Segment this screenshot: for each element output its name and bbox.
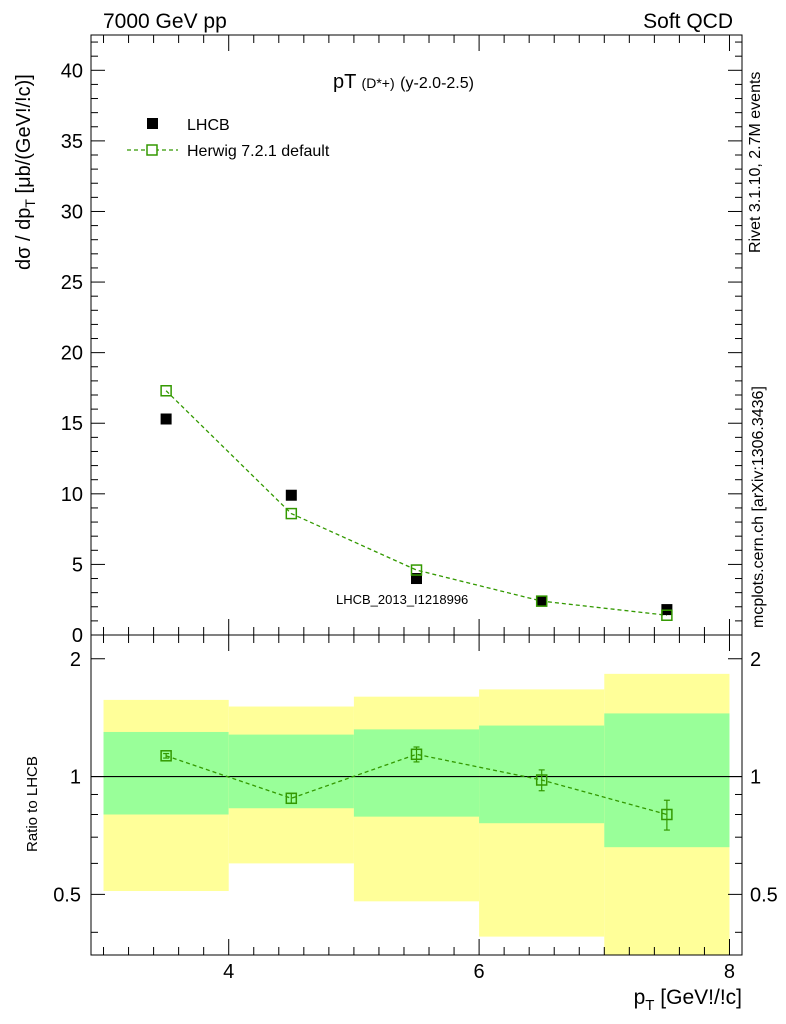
data-point: [411, 573, 422, 585]
ratio-mc-point: [285, 792, 298, 805]
plot-title-particle: (D*+): [362, 75, 395, 91]
main-y-tick-label: 5: [72, 554, 83, 576]
ratio-y-tick-label-right: 0.5: [750, 884, 778, 906]
main-y-tick-label: 0: [72, 625, 83, 647]
main-marks: [160, 385, 673, 621]
legend-marker-herwig: [146, 144, 158, 156]
main-y-tick-label: 30: [61, 201, 83, 223]
ratio-y-axis-label: Ratio to LHCB: [24, 756, 41, 852]
rivet-label: Rivet 3.1.10, 2.7M events: [747, 72, 764, 253]
category-label: Soft QCD: [643, 10, 733, 33]
legend-label-lhcb: LHCB: [187, 117, 230, 134]
data-point: [160, 413, 172, 425]
ratio-panel: 0.5 0.5 1 1 2 2 4 6 8 Ratio to LHCB: [24, 634, 778, 983]
x-tick-label: 8: [724, 961, 735, 983]
plot-title: pT (D*+) (y-2.0-2.5): [333, 71, 474, 93]
ratio-mc-point: [410, 748, 423, 761]
ratio-y-tick-label: 0.5: [53, 884, 81, 906]
main-y-tick-label: 20: [61, 343, 83, 365]
x-axis-label: pT [GeV!/!c]: [634, 986, 742, 1014]
main-y-tick-label: 35: [61, 131, 83, 153]
plot-title-range: (y-2.0-2.5): [400, 75, 474, 92]
ratio-y-tick-label-right: 1: [750, 767, 761, 789]
legend-marker-lhcb: [147, 118, 158, 129]
ratio-mc-point: [661, 808, 673, 821]
ratio-y-tick-label: 1: [70, 767, 81, 789]
main-y-tick-label: 25: [61, 272, 83, 294]
data-point: [285, 489, 297, 501]
ratio-band-inner: [353, 729, 480, 817]
main-panel: 0 5 10 15 20 25 30 35 40 pT (D*+) (y-2.0-2.5) LH…: [13, 34, 743, 647]
mcplots-label: mcplots.cern.ch [arXiv:1306.3436]: [750, 386, 767, 628]
ratio-mc-point: [535, 774, 548, 786]
legend: LHCB Herwig 7.2.1 default: [127, 117, 330, 160]
ratio-marks: [160, 746, 673, 831]
ratio-x-ticks: 4 6 8: [103, 635, 735, 983]
main-x-ticks: [103, 35, 730, 635]
main-y-tick-label: 10: [61, 484, 83, 506]
legend-label-herwig: Herwig 7.2.1 default: [187, 143, 330, 160]
main-y-axis-label: dσ / dpT [μb/(GeV!/!c)]: [13, 74, 38, 270]
mc-curve: [165, 390, 667, 616]
ratio-y-tick-label-right: 2: [750, 649, 761, 671]
ratio-mc-curve: [165, 753, 668, 816]
mc-point: [535, 595, 548, 607]
plot-title-main: pT: [333, 71, 356, 93]
x-tick-label: 6: [474, 961, 485, 983]
main-y-tick-label: 15: [61, 413, 83, 435]
main-y-tick-label: 40: [61, 60, 83, 82]
ratio-band-inner: [103, 731, 229, 815]
ratio-bands: [103, 673, 730, 955]
data-point: [536, 595, 548, 607]
ratio-frame: [90, 634, 743, 956]
mc-point: [410, 564, 423, 576]
x-tick-label: 4: [223, 961, 234, 983]
mc-point: [661, 609, 673, 621]
main-y-ticks: 0 5 10 15 20 25 30 35 40: [61, 41, 742, 647]
mc-point: [285, 507, 298, 520]
collision-label: 7000 GeV pp: [103, 10, 227, 33]
analysis-label: LHCB_2013_I1218996: [336, 592, 468, 607]
ratio-mc-point: [160, 750, 172, 762]
ratio-y-tick-label: 2: [70, 649, 81, 671]
mc-point: [160, 385, 172, 397]
ratio-y-ticks: 0.5 0.5 1 1 2 2: [53, 649, 778, 933]
